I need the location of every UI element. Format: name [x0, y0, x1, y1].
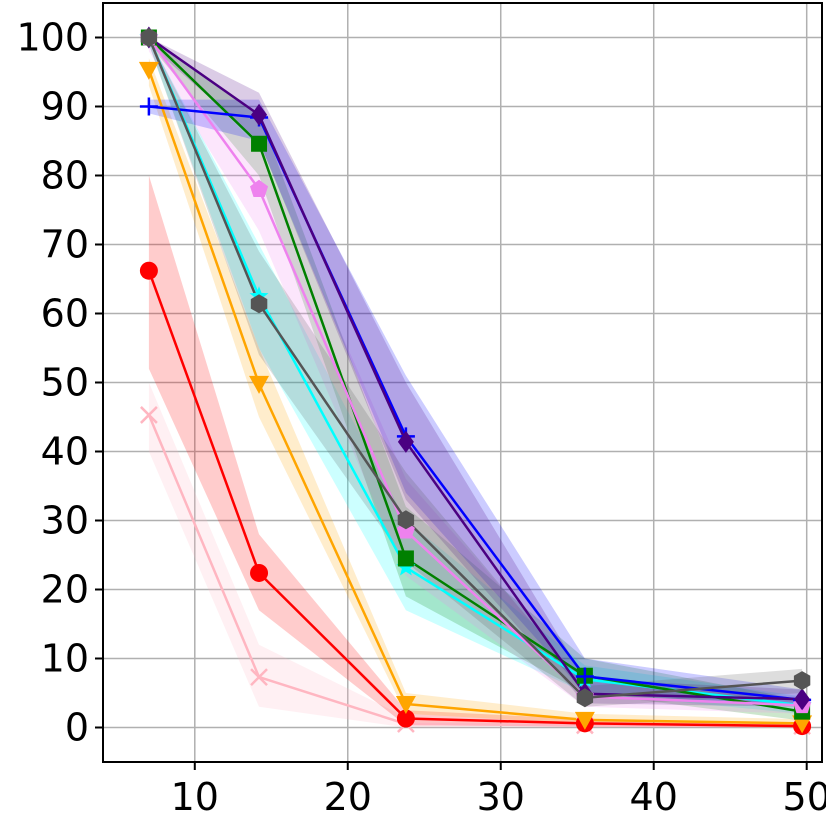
x-tick-label: 40 [630, 775, 678, 818]
data-point [139, 97, 158, 116]
data-point [251, 103, 268, 126]
x-tick-labels: 10 20 30 40 50 [171, 775, 826, 818]
y-tick-label: 40 [41, 430, 89, 474]
confidence-band [148, 37, 803, 707]
confidence-band [148, 37, 803, 714]
y-tick-label: 50 [41, 361, 89, 405]
grid-lines [103, 3, 822, 762]
x-tick-label: 30 [477, 775, 525, 818]
data-point [576, 688, 594, 708]
y-tick-label: 10 [41, 637, 89, 681]
y-tick-label: 80 [41, 154, 89, 198]
confidence-band [148, 37, 803, 714]
data-point [138, 61, 159, 80]
y-tick-label: 90 [41, 85, 89, 129]
x-tick-label: 10 [171, 775, 219, 818]
data-point [250, 563, 269, 582]
y-tick-label: 60 [41, 292, 89, 336]
data-point [249, 375, 270, 394]
confidence-bands [148, 37, 803, 728]
y-tick-label: 70 [41, 223, 89, 267]
series-markers [138, 26, 813, 736]
axis-ticks [95, 36, 808, 770]
y-tick-label: 100 [16, 16, 89, 60]
data-point [792, 715, 813, 734]
data-point [395, 696, 416, 715]
data-point [574, 711, 595, 730]
confidence-band [148, 37, 803, 721]
y-tick-labels: 0 10 20 30 40 50 60 70 80 90 100 [16, 16, 89, 750]
data-point [397, 430, 414, 453]
x-tick-label: 50 [783, 775, 826, 818]
data-point [575, 667, 594, 686]
data-point [251, 135, 268, 152]
data-point [396, 709, 415, 728]
y-tick-label: 0 [65, 706, 89, 750]
data-point [250, 668, 268, 687]
x-tick-label: 20 [324, 775, 372, 818]
data-point [793, 671, 811, 691]
data-point [794, 688, 811, 711]
data-point [397, 510, 415, 530]
data-point [140, 28, 158, 47]
data-point [250, 294, 268, 314]
y-tick-label: 20 [41, 568, 89, 612]
data-point [139, 261, 158, 280]
data-point [250, 179, 269, 197]
data-point [140, 406, 158, 424]
confidence-band [148, 37, 803, 707]
data-point [397, 550, 414, 567]
y-tick-label: 30 [41, 499, 89, 543]
confidence-band [148, 99, 803, 707]
